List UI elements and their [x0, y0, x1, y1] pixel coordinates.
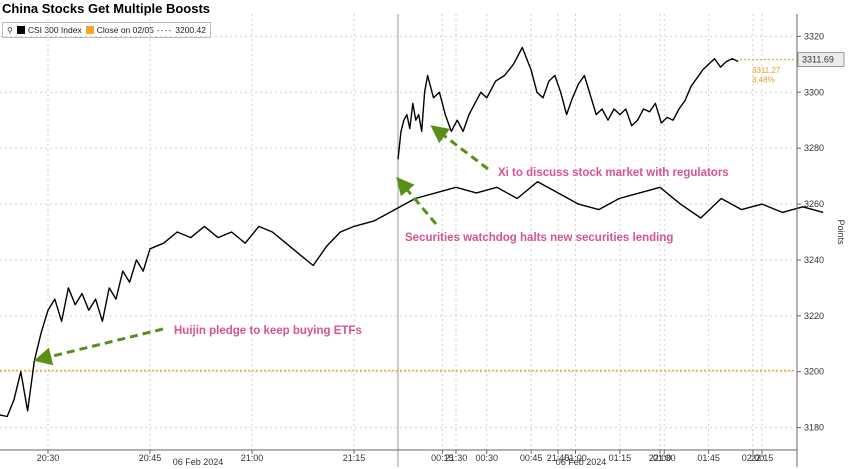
last-value-label: 3311.69 — [802, 55, 834, 65]
y-tick-label: 3200 — [804, 367, 824, 377]
x-tick-label: 22:00 — [649, 453, 672, 463]
x-tick-label: 21:00 — [241, 453, 264, 463]
legend-dash-icon: ---- — [156, 25, 173, 35]
y-tick-label: 3300 — [804, 87, 824, 97]
x-tick-label: 01:45 — [697, 453, 720, 463]
chart-title: China Stocks Get Multiple Boosts — [2, 1, 211, 16]
x-tick-label: 21:30 — [445, 453, 468, 463]
annotation-arrow — [396, 176, 438, 225]
side-value-label: 3311.27 — [752, 66, 781, 75]
annotation-label: Xi to discuss stock market with regulato… — [498, 167, 729, 179]
legend-series-item: CSI 300 Index — [16, 25, 82, 35]
legend-close-item: Close on 02/05 ---- 3200.42 — [85, 25, 206, 35]
date-label: 06 Feb 2024 — [173, 457, 224, 467]
legend-series-label: CSI 300 Index — [27, 25, 82, 35]
y-tick-label: 3220 — [804, 311, 824, 321]
annotation-label: Huijin pledge to keep buying ETFs — [174, 325, 362, 337]
x-tick-label: 22:15 — [751, 453, 774, 463]
legend-swatch-orange — [85, 26, 94, 34]
annotation-arrow — [33, 327, 164, 366]
x-tick-label: 00:30 — [475, 453, 498, 463]
y-tick-label: 3280 — [804, 143, 824, 153]
x-tick-label: 20:30 — [37, 453, 60, 463]
x-tick-label: 01:00 — [564, 453, 587, 463]
last-value-box — [797, 52, 845, 67]
x-tick-label: 21:15 — [343, 453, 366, 463]
annotation-label: Securities watchdog halts new securities… — [405, 232, 673, 244]
y-tick-label: 3240 — [804, 255, 824, 265]
side-pct-label: 3.48% — [752, 75, 775, 84]
x-tick-label: 01:30 — [653, 453, 676, 463]
pin-icon: ⚲ — [7, 25, 13, 35]
series-line — [0, 180, 824, 418]
x-tick-label: 00:45 — [520, 453, 543, 463]
x-tick-label: 21:45 — [547, 453, 570, 463]
legend: ⚲ CSI 300 Index Close on 02/05 ---- 3200… — [2, 22, 211, 38]
legend-swatch-black — [16, 26, 25, 34]
x-tick-label: 20:45 — [139, 453, 162, 463]
date-label: 06 Feb 2024 — [556, 457, 607, 467]
y-axis-label: Points — [836, 219, 846, 245]
y-tick-label: 3180 — [804, 423, 824, 433]
annotation-arrow — [430, 125, 489, 171]
x-tick-label: 01:15 — [609, 453, 632, 463]
x-tick-label: 02:00 — [742, 453, 765, 463]
legend-close-label: Close on 02/05 — [96, 25, 154, 35]
series-line — [397, 46, 739, 160]
legend-close-value: 3200.42 — [175, 25, 206, 35]
y-tick-label: 3320 — [804, 31, 824, 41]
x-tick-label: 00:15 — [431, 453, 454, 463]
y-tick-label: 3260 — [804, 199, 824, 209]
